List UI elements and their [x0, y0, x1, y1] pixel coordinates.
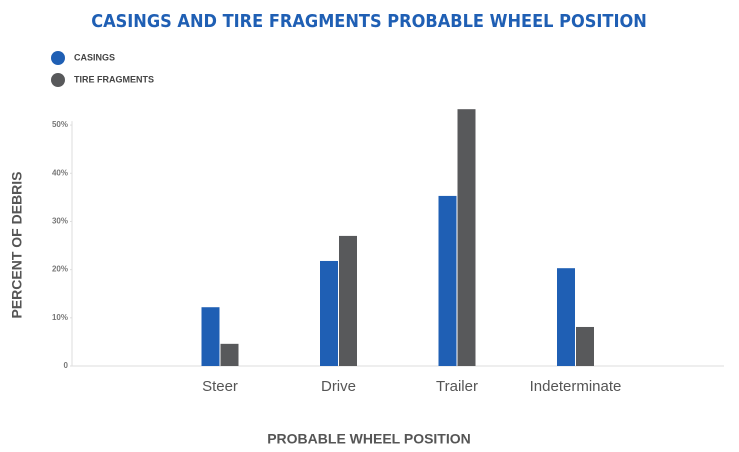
legend-swatch [51, 73, 65, 87]
y-tick-label: 40% [52, 168, 68, 177]
x-tick-label: Trailer [436, 378, 478, 395]
y-axis-label: PERCENT OF DEBRIS [9, 171, 25, 318]
y-tick-label: 0 [64, 361, 69, 370]
bar [438, 195, 457, 366]
legend-label: CASINGS [74, 52, 115, 62]
x-tick-label: Steer [202, 378, 238, 395]
bar [320, 260, 338, 366]
y-tick-label: 10% [52, 313, 68, 322]
y-tick-label: 30% [52, 217, 68, 226]
x-tick-label: Indeterminate [530, 378, 622, 395]
x-tick-label: Drive [321, 378, 356, 395]
chart-title: CASINGS AND TIRE FRAGMENTS PROBABLE WHEE… [91, 11, 647, 32]
bar [457, 109, 476, 366]
x-axis-label: PROBABLE WHEEL POSITION [267, 431, 471, 447]
y-tick-label: 20% [52, 265, 68, 274]
legend-swatch [51, 51, 65, 65]
bar [576, 326, 594, 366]
bar [220, 343, 239, 366]
y-tick-label: 50% [52, 120, 68, 129]
bar [339, 235, 357, 366]
bar [201, 307, 220, 366]
bar [557, 268, 575, 366]
legend-label: TIRE FRAGMENTS [74, 74, 154, 84]
